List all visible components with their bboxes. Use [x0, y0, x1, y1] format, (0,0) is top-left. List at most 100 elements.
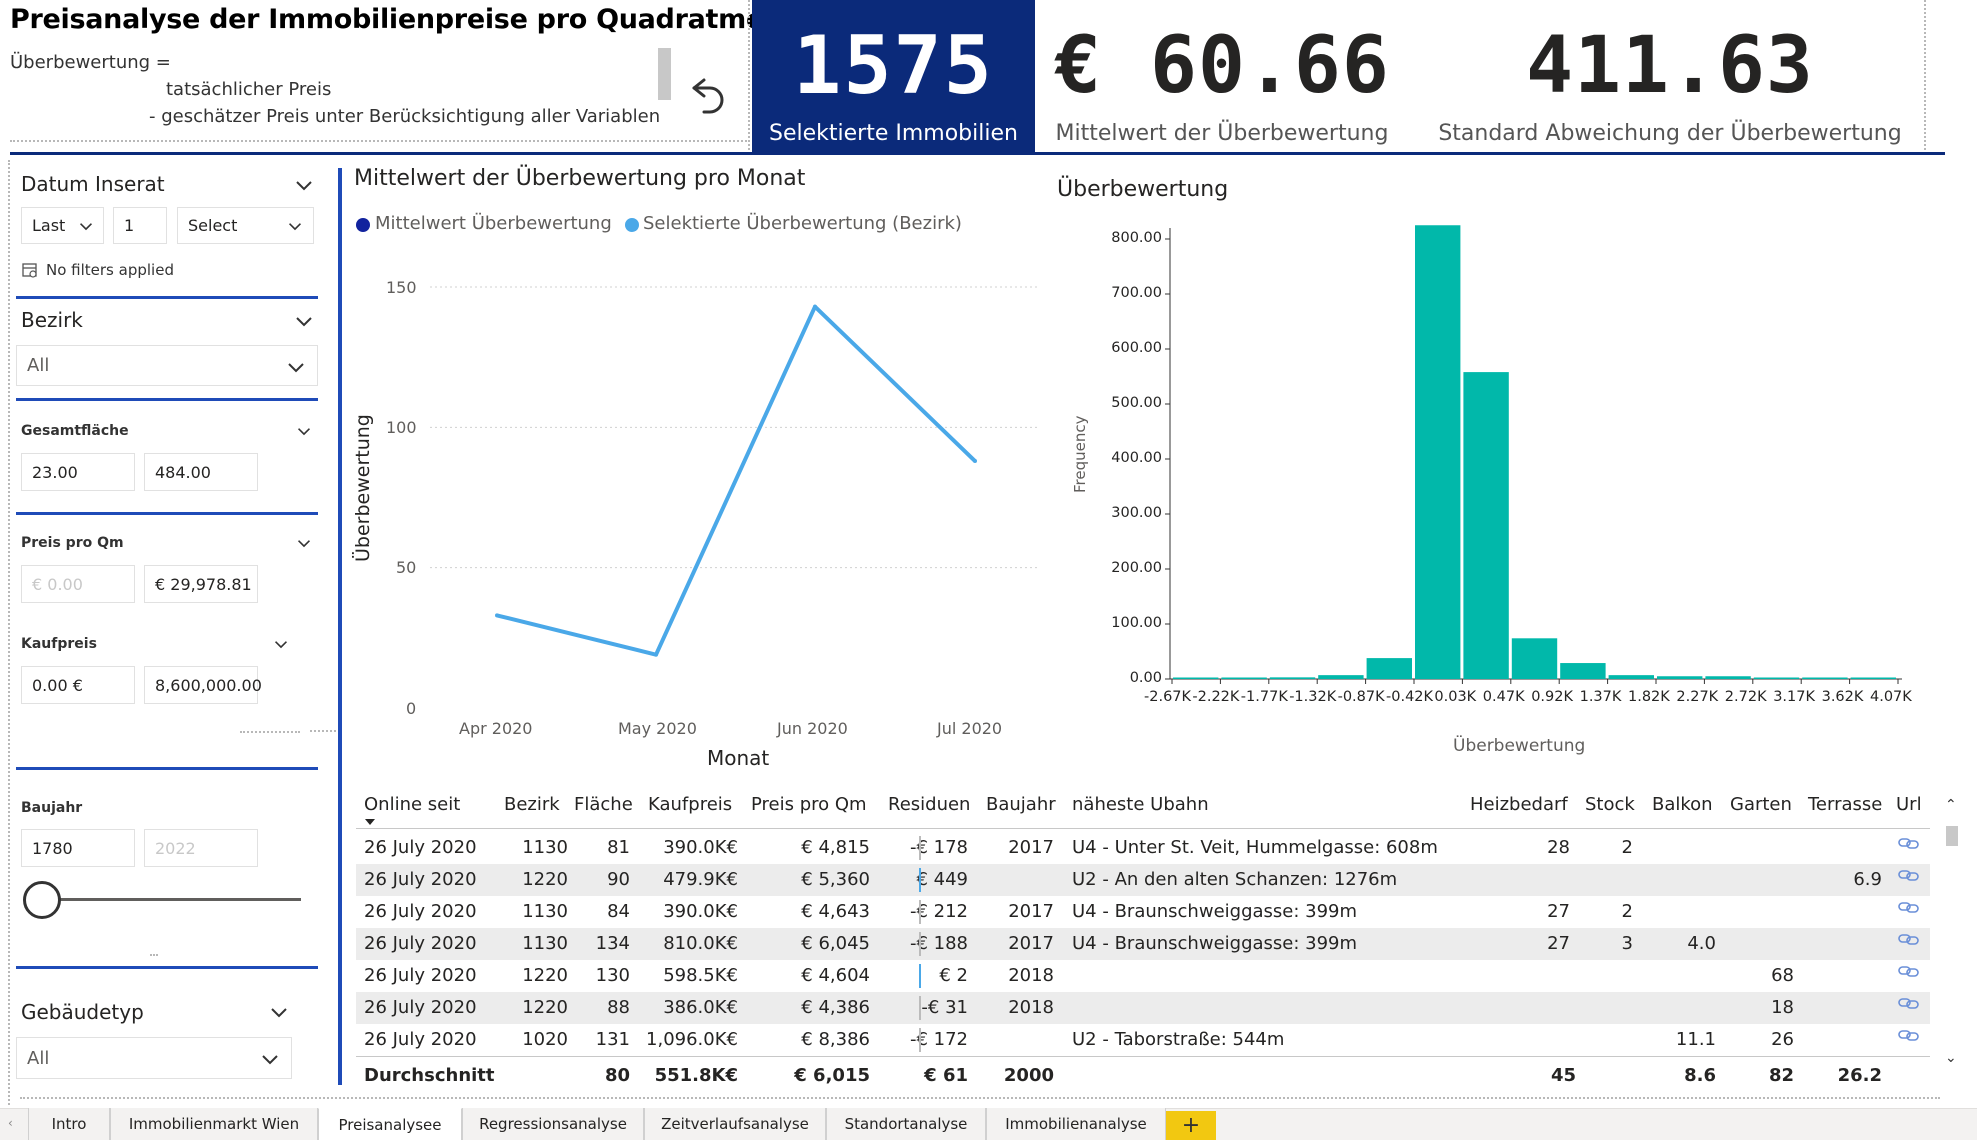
th-stock[interactable]: Stock — [1585, 794, 1635, 815]
link-icon[interactable] — [1898, 996, 1920, 1010]
cell-kaufpreis: 386.0K€ — [663, 997, 738, 1018]
datum-unit-select[interactable]: Select — [177, 207, 314, 244]
th-flaeche[interactable]: Fläche — [574, 794, 633, 815]
line-ytick: 100 — [386, 418, 417, 437]
total-flaeche: 80 — [604, 1065, 630, 1086]
baujahr-slider-track[interactable] — [41, 898, 301, 901]
kaufpreis-max-input[interactable]: 8,600,000.00 — [144, 666, 262, 704]
th-online-seit[interactable]: Online seit — [364, 794, 461, 815]
tab-standortanalyse[interactable]: Standortanalyse — [826, 1108, 986, 1140]
link-icon[interactable] — [1898, 836, 1920, 850]
tabs-scroll-left-icon[interactable]: ‹ — [8, 1116, 13, 1130]
histogram-bar[interactable] — [1366, 658, 1412, 679]
th-ubahn[interactable]: näheste Ubahn — [1072, 794, 1209, 815]
tab-intro[interactable]: Intro — [28, 1108, 110, 1140]
histogram-bar[interactable] — [1657, 676, 1703, 679]
histogram-bar[interactable] — [1753, 677, 1800, 680]
cell-baujahr: 2018 — [1008, 965, 1054, 986]
th-balkon[interactable]: Balkon — [1652, 794, 1713, 815]
scroll-down-icon[interactable]: ⌄ — [1945, 1050, 1957, 1066]
scroll-up-icon[interactable]: ⌃ — [1945, 797, 1957, 813]
table-scrollbar-thumb[interactable] — [1946, 826, 1958, 846]
table-row[interactable]: 26 July 2020 1220 130 598.5K€ € 4,604 € 2 2018… — [356, 960, 1930, 992]
th-preis-qm[interactable]: Preis pro Qm — [751, 794, 867, 815]
bezirk-dropdown[interactable]: All — [16, 345, 318, 386]
table-row[interactable]: 26 July 2020 1130 81 390.0K€ € 4,815 -€ 178 20… — [356, 832, 1930, 864]
chevron-down-icon[interactable] — [295, 179, 313, 191]
line-series-0[interactable] — [496, 304, 977, 657]
total-terrasse: 26.2 — [1837, 1065, 1882, 1086]
datum-filter-status: No filters applied — [46, 261, 174, 279]
cell-ubahn: U4 - Braunschweiggasse: 399m — [1072, 901, 1358, 922]
line-point[interactable] — [654, 652, 658, 657]
line-xtick: Jun 2020 — [777, 719, 848, 738]
total-residuen: € 61 — [924, 1065, 968, 1086]
chevron-down-icon[interactable] — [295, 315, 313, 327]
kaufpreis-min-input[interactable]: 0.00 € — [21, 666, 135, 704]
sort-desc-icon[interactable] — [364, 818, 376, 826]
cell-kaufpreis: 1,096.0K€ — [646, 1029, 738, 1050]
histogram-bar[interactable] — [1705, 676, 1751, 679]
table-row[interactable]: 26 July 2020 1020 131 1,096.0K€ € 8,386 -€ 17… — [356, 1024, 1930, 1056]
histogram-bar[interactable] — [1318, 675, 1364, 679]
filter-preisqm-title: Preis pro Qm — [21, 535, 124, 551]
th-residuen[interactable]: Residuen — [888, 794, 971, 815]
undo-icon[interactable] — [686, 74, 730, 118]
tab-immobilienmarkt-wien[interactable]: Immobilienmarkt Wien — [110, 1108, 318, 1140]
link-icon[interactable] — [1898, 900, 1920, 914]
baujahr-slider-handle[interactable] — [23, 881, 61, 919]
chevron-down-icon[interactable] — [297, 538, 311, 548]
flaeche-max-input[interactable]: 484.00 — [144, 453, 258, 491]
cell-baujahr: 2017 — [1008, 933, 1054, 954]
th-garten[interactable]: Garten — [1730, 794, 1792, 815]
histogram-bar[interactable] — [1850, 677, 1896, 680]
th-kaufpreis[interactable]: Kaufpreis — [648, 794, 733, 815]
histogram-bar[interactable] — [1560, 663, 1606, 679]
preisqm-min-input[interactable]: € 0.00 — [21, 565, 135, 603]
histogram-bar[interactable] — [1802, 677, 1848, 680]
histogram-xtick: -1.77K — [1240, 689, 1288, 705]
th-baujahr[interactable]: Baujahr — [986, 794, 1056, 815]
histogram-bar[interactable] — [1415, 225, 1461, 679]
formula-line-2: tatsächlicher Preis — [166, 79, 332, 100]
link-icon[interactable] — [1898, 868, 1920, 882]
histogram-bar[interactable] — [1608, 675, 1654, 679]
histogram-bar[interactable] — [1173, 677, 1219, 680]
table-row[interactable]: 26 July 2020 1130 84 390.0K€ € 4,643 -€ 212 20… — [356, 896, 1930, 928]
filter-dotted — [150, 954, 158, 956]
histogram-ytick: 700.00 — [1111, 285, 1162, 301]
histogram-bar[interactable] — [1463, 372, 1509, 679]
gebaeudetyp-dropdown[interactable]: All — [16, 1037, 292, 1079]
th-bezirk[interactable]: Bezirk — [504, 794, 560, 815]
datum-count-input[interactable]: 1 — [113, 207, 167, 244]
baujahr-min-input[interactable]: 1780 — [21, 829, 135, 867]
chevron-down-icon[interactable] — [274, 639, 288, 649]
th-terrasse[interactable]: Terrasse — [1808, 794, 1883, 815]
th-heizbedarf[interactable]: Heizbedarf — [1470, 794, 1568, 815]
tab-immobilienanalyse[interactable]: Immobilienanalyse — [986, 1108, 1166, 1140]
line-point[interactable] — [495, 613, 499, 618]
link-icon[interactable] — [1898, 932, 1920, 946]
table-row[interactable]: 26 July 2020 1220 90 479.9K€ € 5,360 € 449 U2 … — [356, 864, 1930, 896]
histogram-bar[interactable] — [1221, 677, 1267, 680]
datum-mode-select[interactable]: Last — [21, 207, 104, 244]
histogram-bar[interactable] — [1269, 677, 1316, 679]
link-icon[interactable] — [1898, 1028, 1920, 1042]
line-point[interactable] — [973, 459, 977, 464]
histogram-bar[interactable] — [1511, 638, 1558, 679]
preisqm-max-input[interactable]: € 29,978.81 — [144, 565, 258, 603]
line-point[interactable] — [813, 304, 817, 309]
link-icon[interactable] — [1898, 964, 1920, 978]
chevron-down-icon[interactable] — [297, 426, 311, 436]
tab-zeitverlaufsanalyse[interactable]: Zeitverlaufsanalyse — [644, 1108, 826, 1140]
tab-regressionsanalyse[interactable]: Regressionsanalyse — [462, 1108, 644, 1140]
add-page-button[interactable]: + — [1166, 1111, 1216, 1140]
table-row[interactable]: 26 July 2020 1220 88 386.0K€ € 4,386 -€ 31 201… — [356, 992, 1930, 1024]
chevron-down-icon[interactable] — [270, 1006, 288, 1018]
table-row[interactable]: 26 July 2020 1130 134 810.0K€ € 6,045 -€ 188 2… — [356, 928, 1930, 960]
tab-preisanalysee[interactable]: Preisanalysee — [318, 1108, 462, 1140]
flaeche-min-input[interactable]: 23.00 — [21, 453, 135, 491]
th-url[interactable]: Url — [1896, 794, 1922, 815]
baujahr-max-input[interactable]: 2022 — [144, 829, 258, 867]
cell-balkon: 4.0 — [1687, 933, 1716, 954]
